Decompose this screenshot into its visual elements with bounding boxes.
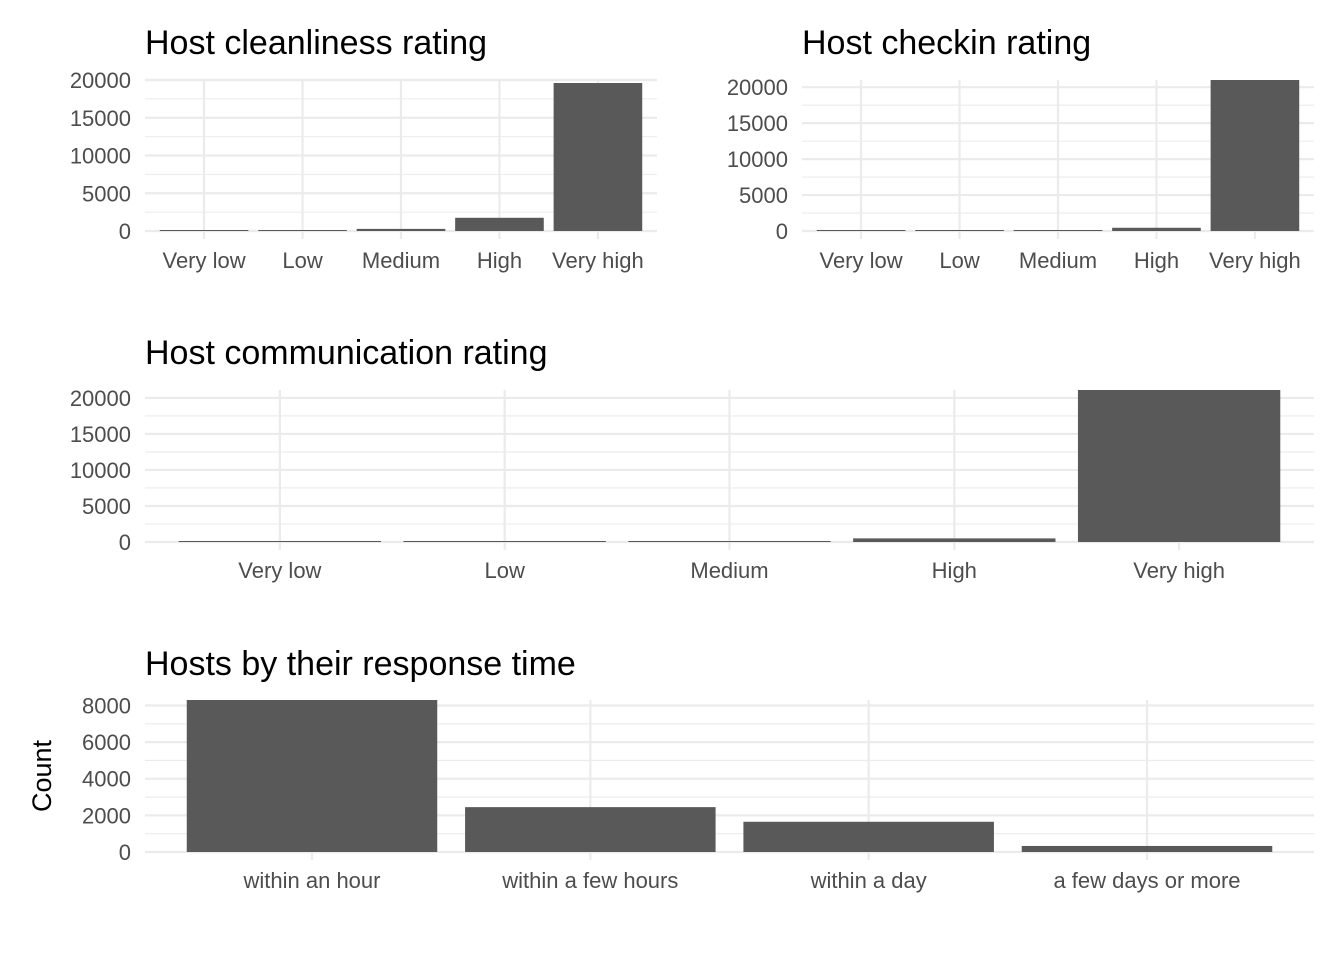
bar-medium [356, 228, 446, 231]
bar-very-low [159, 230, 249, 231]
bar-a-few-days-or-more [1021, 845, 1273, 852]
panel-cleanliness: 0 5000 10000 15000 20000 Very low Low Medium Hig… [70, 24, 657, 273]
x-tick-label: Very low [238, 558, 321, 583]
chart-title: Host communication rating [145, 334, 548, 372]
bar-medium [628, 541, 831, 542]
bar-medium [1013, 230, 1103, 231]
y-tick-label: 15000 [70, 106, 131, 131]
x-tick-label: Very low [162, 248, 245, 273]
x-tick-label: Very high [552, 248, 644, 273]
y-tick-label: 2000 [82, 803, 131, 828]
bar-high [1112, 227, 1201, 231]
bar-low [258, 230, 347, 231]
y-tick-label: 6000 [82, 730, 131, 755]
x-tick-label: High [932, 558, 977, 583]
x-tick-label: a few days or more [1053, 868, 1240, 893]
x-tick-label: High [477, 248, 522, 273]
bar-within-a-few-hours [465, 807, 716, 852]
y-tick-label: 5000 [82, 181, 131, 206]
chart-title: Host cleanliness rating [145, 24, 487, 62]
y-tick-label: 5000 [82, 494, 131, 519]
bar-very-low [816, 230, 906, 231]
y-tick-label: 0 [119, 530, 131, 555]
bar-within-an-hour [186, 700, 438, 852]
y-tick-label: 10000 [727, 147, 788, 172]
y-tick-label: 15000 [727, 111, 788, 136]
bar-low [915, 230, 1004, 231]
bar-very-high [1077, 390, 1281, 542]
panel-response-time: 0 2000 4000 6000 8000 within an hour within a … [27, 645, 1314, 893]
bar-within-a-day [743, 821, 994, 852]
y-tick-label: 0 [776, 219, 788, 244]
x-tick-label: Low [282, 248, 322, 273]
x-tick-label: Medium [362, 248, 440, 273]
x-tick-label: Medium [1019, 248, 1097, 273]
y-tick-label: 20000 [70, 68, 131, 93]
bar-high [455, 217, 544, 231]
bar-high [853, 538, 1056, 542]
y-tick-label: 5000 [739, 183, 788, 208]
x-tick-label: Low [939, 248, 979, 273]
x-tick-label: within an hour [243, 868, 381, 893]
bar-very-high [553, 83, 643, 232]
y-tick-label: 0 [119, 840, 131, 865]
panel-checkin: 0 5000 10000 15000 20000 Very low Low Medium Hig… [727, 24, 1314, 273]
x-tick-label: Low [485, 558, 525, 583]
y-axis-title: Count [27, 739, 57, 812]
y-tick-label: 10000 [70, 144, 131, 169]
bar-low [403, 541, 606, 542]
x-tick-label: Very low [819, 248, 902, 273]
x-tick-label: within a day [810, 868, 927, 893]
x-tick-label: Very high [1133, 558, 1225, 583]
y-tick-label: 15000 [70, 422, 131, 447]
chart-title: Hosts by their response time [145, 645, 576, 683]
x-tick-label: within a few hours [501, 868, 678, 893]
x-tick-label: Very high [1209, 248, 1301, 273]
y-tick-label: 8000 [82, 693, 131, 718]
chart-title: Host checkin rating [802, 24, 1091, 62]
y-tick-label: 0 [119, 219, 131, 244]
y-tick-label: 20000 [727, 75, 788, 100]
bar-very-low [178, 541, 382, 542]
x-tick-label: High [1134, 248, 1179, 273]
bar-very-high [1210, 80, 1300, 231]
y-tick-label: 4000 [82, 767, 131, 792]
panel-communication: 0 5000 10000 15000 20000 Very low Low Medium Hig… [70, 334, 1314, 583]
y-tick-label: 10000 [70, 458, 131, 483]
x-tick-label: Medium [690, 558, 768, 583]
y-tick-label: 20000 [70, 386, 131, 411]
